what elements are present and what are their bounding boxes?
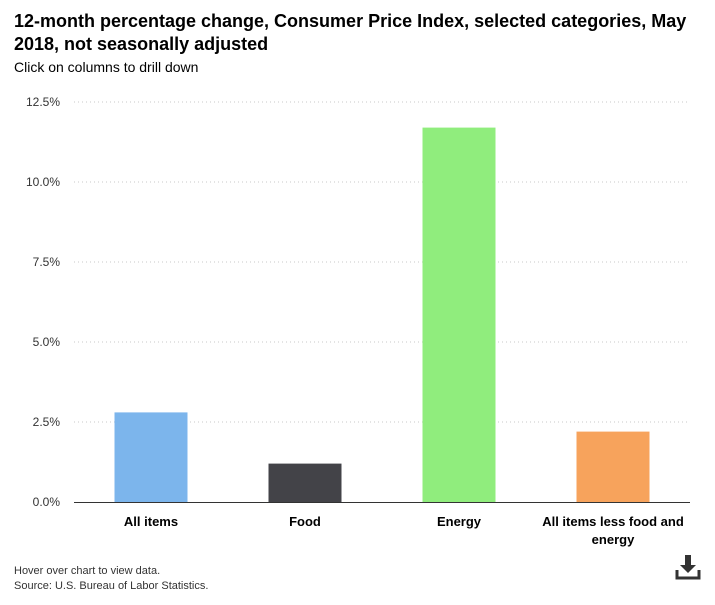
y-tick-label: 2.5% — [33, 415, 61, 429]
bar-all-items-less-food-and-energy[interactable] — [576, 431, 650, 502]
y-tick-label: 0.0% — [33, 495, 61, 509]
y-tick-label: 12.5% — [26, 95, 60, 109]
hover-note: Hover over chart to view data. — [14, 565, 161, 577]
grid-lines — [74, 101, 690, 423]
x-tick-label: Food — [289, 514, 321, 529]
x-tick-label: All items less food and energy — [542, 514, 684, 547]
y-tick-label: 10.0% — [26, 175, 60, 189]
y-tick-label: 5.0% — [33, 335, 61, 349]
download-button[interactable] — [674, 553, 702, 581]
y-axis-ticks: 0.0% 2.5% 5.0% 7.5% 10.0% 12.5% — [26, 95, 60, 509]
bar-food[interactable] — [268, 463, 342, 502]
chart-title: 12-month percentage change, Consumer Pri… — [14, 11, 687, 54]
chart-subtitle: Click on columns to drill down — [14, 59, 199, 75]
x-tick-label: Energy — [436, 514, 482, 529]
download-icon — [675, 555, 701, 580]
bar-energy[interactable] — [422, 127, 496, 502]
source-note: Source: U.S. Bureau of Labor Statistics. — [14, 580, 209, 592]
bar-all-items[interactable] — [114, 412, 188, 502]
x-tick-label: All items — [123, 514, 179, 529]
bar-series — [114, 127, 650, 502]
y-tick-label: 7.5% — [33, 255, 61, 269]
